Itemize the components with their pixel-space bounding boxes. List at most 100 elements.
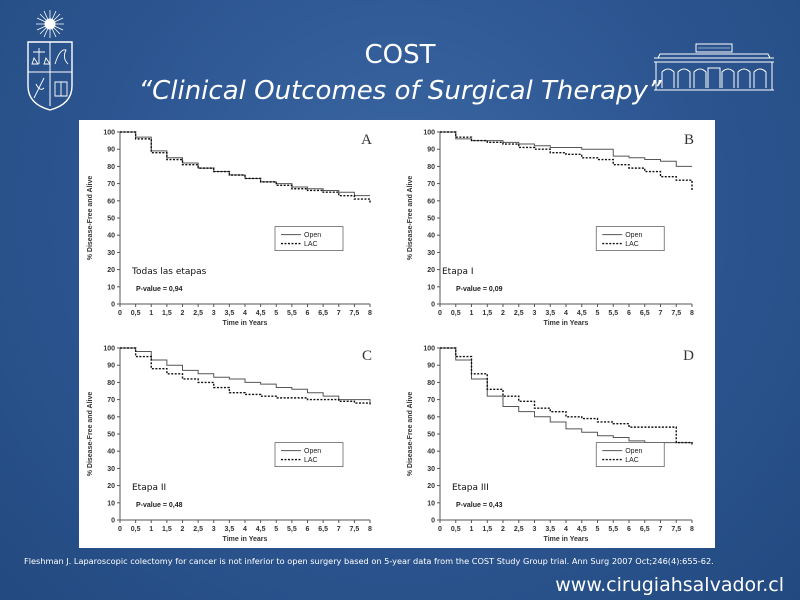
y-tick-label: 50: [107, 432, 115, 439]
y-tick-label: 40: [107, 449, 115, 456]
y-tick-label: 90: [427, 147, 435, 154]
x-tick-label: 4,5: [256, 310, 266, 317]
y-tick-label: 90: [427, 363, 435, 370]
y-tick-label: 0: [111, 302, 115, 309]
p-value-label: P-value = 0,09: [456, 286, 503, 293]
x-tick-label: 2: [181, 310, 185, 317]
x-tick-label: 4: [243, 310, 247, 317]
legend-label-lac: LAC: [625, 241, 639, 248]
chart-panel-d: 0 10 20 30 40 50 60 70 80 90 100 0 0,5 1 1,5 2 2,5 3 3,5 4 4…: [400, 336, 712, 546]
x-axis-label: Time in Years: [223, 320, 268, 327]
y-axis-label: % Disease-Free and Alive: [87, 176, 94, 261]
y-tick-label: 20: [107, 267, 115, 274]
x-tick-label: 1: [470, 526, 474, 533]
y-tick-label: 0: [431, 302, 435, 309]
x-tick-label: 2,5: [193, 310, 203, 317]
x-tick-label: 3,5: [545, 526, 555, 533]
stage-label: Etapa I: [442, 267, 473, 277]
y-tick-label: 50: [427, 432, 435, 439]
p-value-label: P-value = 0,94: [136, 286, 183, 293]
x-tick-label: 5: [274, 526, 278, 533]
y-tick-label: 40: [427, 449, 435, 456]
x-tick-label: 1,5: [162, 526, 172, 533]
y-tick-label: 40: [427, 233, 435, 240]
y-tick-label: 50: [107, 216, 115, 223]
y-tick-label: 0: [111, 518, 115, 525]
x-tick-label: 3,5: [225, 310, 235, 317]
y-tick-label: 20: [427, 267, 435, 274]
x-tick-label: 7: [337, 310, 341, 317]
x-tick-label: 7,5: [350, 526, 360, 533]
university-crest-logo: [27, 10, 73, 111]
x-tick-label: 3,5: [545, 310, 555, 317]
legend-box: [274, 442, 344, 467]
x-tick-label: 6,5: [318, 310, 328, 317]
x-tick-label: 5,5: [287, 310, 297, 317]
x-tick-label: 0,5: [131, 526, 141, 533]
y-tick-label: 80: [107, 164, 115, 171]
y-tick-label: 60: [427, 414, 435, 421]
y-tick-label: 60: [427, 198, 435, 205]
legend-label-open: Open: [625, 448, 642, 455]
legend-label-open: Open: [304, 232, 321, 239]
x-tick-label: 0: [118, 310, 122, 317]
x-tick-label: 0: [438, 310, 442, 317]
legend-label-open: Open: [625, 232, 642, 239]
stage-label: Todas las etapas: [131, 267, 207, 277]
chart-svg: 0 10 20 30 40 50 60 70 80 90 100 0 0,5 1 1,5 2 2,5 3 3,5 4 4…: [87, 346, 372, 544]
x-tick-label: 6: [627, 310, 631, 317]
x-tick-label: 7,5: [350, 310, 360, 317]
x-tick-label: 4: [564, 526, 568, 533]
y-tick-label: 40: [107, 233, 115, 240]
y-tick-label: 90: [107, 363, 115, 370]
x-tick-label: 4,5: [577, 310, 587, 317]
stage-label: Etapa II: [132, 483, 166, 493]
x-tick-label: 0,5: [451, 310, 461, 317]
x-tick-label: 1,5: [482, 310, 492, 317]
y-tick-label: 50: [427, 216, 435, 223]
y-tick-label: 100: [103, 130, 115, 137]
legend-label-open: Open: [304, 448, 321, 455]
panel-letter: A: [361, 132, 372, 148]
legend-box: [595, 226, 665, 251]
x-tick-label: 0,5: [451, 526, 461, 533]
y-tick-label: 80: [427, 164, 435, 171]
x-tick-label: 8: [690, 310, 694, 317]
x-tick-label: 6,5: [640, 310, 650, 317]
legend-label-lac: LAC: [304, 457, 318, 464]
x-tick-label: 7,5: [671, 526, 681, 533]
y-tick-label: 20: [427, 483, 435, 490]
x-tick-label: 5,5: [608, 310, 618, 317]
y-tick-label: 70: [107, 181, 115, 188]
x-tick-label: 1,5: [162, 310, 172, 317]
x-tick-label: 4,5: [256, 526, 266, 533]
y-tick-label: 30: [427, 466, 435, 473]
series-line-open: [440, 131, 692, 167]
x-tick-label: 3: [533, 526, 537, 533]
legend-label-lac: LAC: [304, 241, 318, 248]
x-tick-label: 7,5: [671, 310, 681, 317]
website-link[interactable]: www.cirugiahsalvador.cl: [555, 574, 784, 596]
y-tick-label: 70: [427, 397, 435, 404]
x-tick-label: 1,5: [482, 526, 492, 533]
x-tick-label: 8: [368, 310, 372, 317]
x-tick-label: 0,5: [131, 310, 141, 317]
x-tick-label: 8: [690, 526, 694, 533]
x-tick-label: 2,5: [514, 526, 524, 533]
chart-svg: 0 10 20 30 40 50 60 70 80 90 100 0 0,5 1 1,5 2 2,5 3 3,5 4 4…: [407, 130, 694, 328]
stage-label: Etapa III: [452, 483, 489, 493]
x-tick-label: 2: [501, 526, 505, 533]
x-tick-label: 5,5: [287, 526, 297, 533]
slide-subtitle: “Clinical Outcomes of Surgical Therapy”: [138, 76, 662, 106]
panel-letter: D: [683, 348, 694, 364]
x-tick-label: 3: [533, 310, 537, 317]
y-tick-label: 70: [427, 181, 435, 188]
legend-label-lac: LAC: [625, 457, 639, 464]
y-tick-label: 10: [427, 500, 435, 507]
x-tick-label: 2: [181, 526, 185, 533]
x-tick-label: 0: [118, 526, 122, 533]
x-tick-label: 5,5: [608, 526, 618, 533]
x-axis-label: Time in Years: [544, 320, 589, 327]
x-axis-label: Time in Years: [544, 536, 589, 543]
chart-svg: 0 10 20 30 40 50 60 70 80 90 100 0 0,5 1 1,5 2 2,5 3 3,5 4 4…: [407, 346, 694, 544]
